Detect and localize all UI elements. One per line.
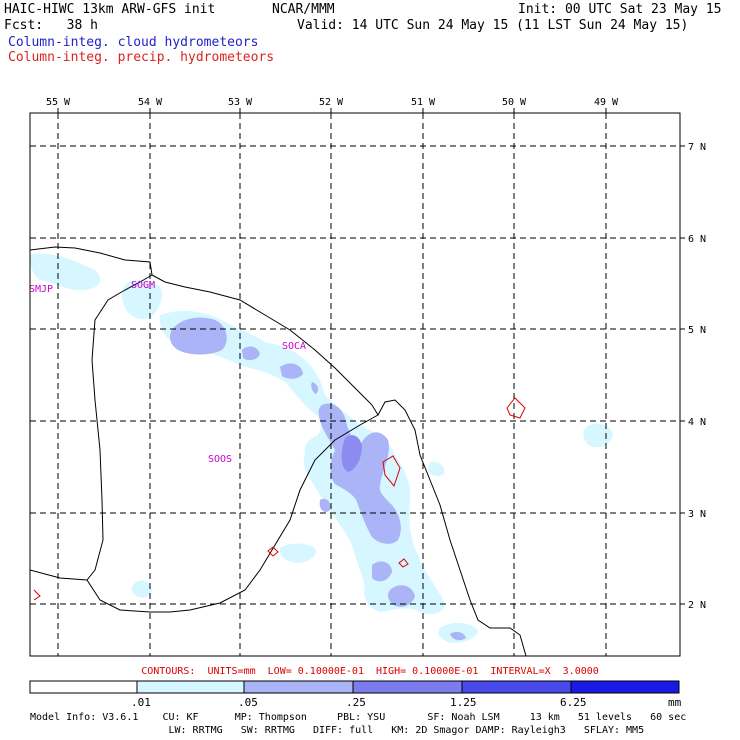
map-frame <box>29 112 681 657</box>
lon-label: 49 W <box>594 97 619 108</box>
colorbar-label: .01 <box>131 696 151 709</box>
lat-label: 2 N <box>688 600 706 611</box>
init-time: Init: 00 UTC Sat 23 May 15 <box>518 2 722 17</box>
lat-label: 4 N <box>688 417 706 428</box>
model-title: HAIC-HIWC 13km ARW-GFS init <box>4 2 216 17</box>
precip-core <box>341 435 362 472</box>
colorbar-label: 1.25 <box>450 696 477 709</box>
lon-label: 55 W <box>46 97 71 108</box>
lon-label: 53 W <box>228 97 253 108</box>
colorbar-label: .25 <box>346 696 366 709</box>
cloud-shading-light <box>30 253 613 643</box>
field-precip-label: Column-integ. precip. hydrometeors <box>8 50 275 65</box>
model-info-line2: LW: RRTMG SW: RRTMG DIFF: full KM: 2D Sm… <box>30 725 645 736</box>
forecast-hour: Fcst: 38 h <box>4 18 98 33</box>
colorbar-bin-3 <box>352 680 463 694</box>
lat-label: 3 N <box>688 509 706 520</box>
colorbar-units: mm <box>668 696 682 709</box>
lon-label: 52 W <box>319 97 344 108</box>
lat-label: 7 N <box>688 142 706 153</box>
institution: NCAR/MMM <box>272 2 335 17</box>
station-soos: SOOS <box>208 454 232 465</box>
colorbar <box>29 680 680 694</box>
coastline <box>30 246 527 656</box>
cloud-shading-medium <box>170 317 466 641</box>
colorbar-bin-2 <box>243 680 354 694</box>
station-smjp: SMJP <box>29 284 53 295</box>
colorbar-bin-0 <box>29 680 138 694</box>
lon-label: 51 W <box>411 97 436 108</box>
lat-label: 5 N <box>688 325 706 336</box>
model-info-line1: Model Info: V3.6.1 CU: KF MP: Thompson P… <box>30 712 687 723</box>
lon-label: 50 W <box>502 97 527 108</box>
precip-contours <box>33 397 526 601</box>
lon-ticks <box>57 108 607 113</box>
lat-label: 6 N <box>688 234 706 245</box>
contours-info: CONTOURS: UNITS=mm LOW= 0.10000E-01 HIGH… <box>141 666 599 677</box>
colorbar-bin-1 <box>136 680 245 694</box>
colorbar-bin-4 <box>461 680 572 694</box>
colorbar-bin-5 <box>570 680 680 694</box>
station-sogm: SOGM <box>131 280 155 291</box>
field-cloud-label: Column-integ. cloud hydrometeors <box>8 35 259 50</box>
colorbar-label: .05 <box>238 696 258 709</box>
hydrometeor-field: SMJP SOGM SOCA SOOS <box>29 113 680 656</box>
lat-lon-grid <box>30 113 680 656</box>
station-soca: SOCA <box>282 341 306 352</box>
lon-label: 54 W <box>138 97 163 108</box>
colorbar-label: 6.25 <box>560 696 587 709</box>
lat-ticks <box>680 145 685 605</box>
valid-time: Valid: 14 UTC Sun 24 May 15 (11 LST Sun … <box>297 18 689 33</box>
